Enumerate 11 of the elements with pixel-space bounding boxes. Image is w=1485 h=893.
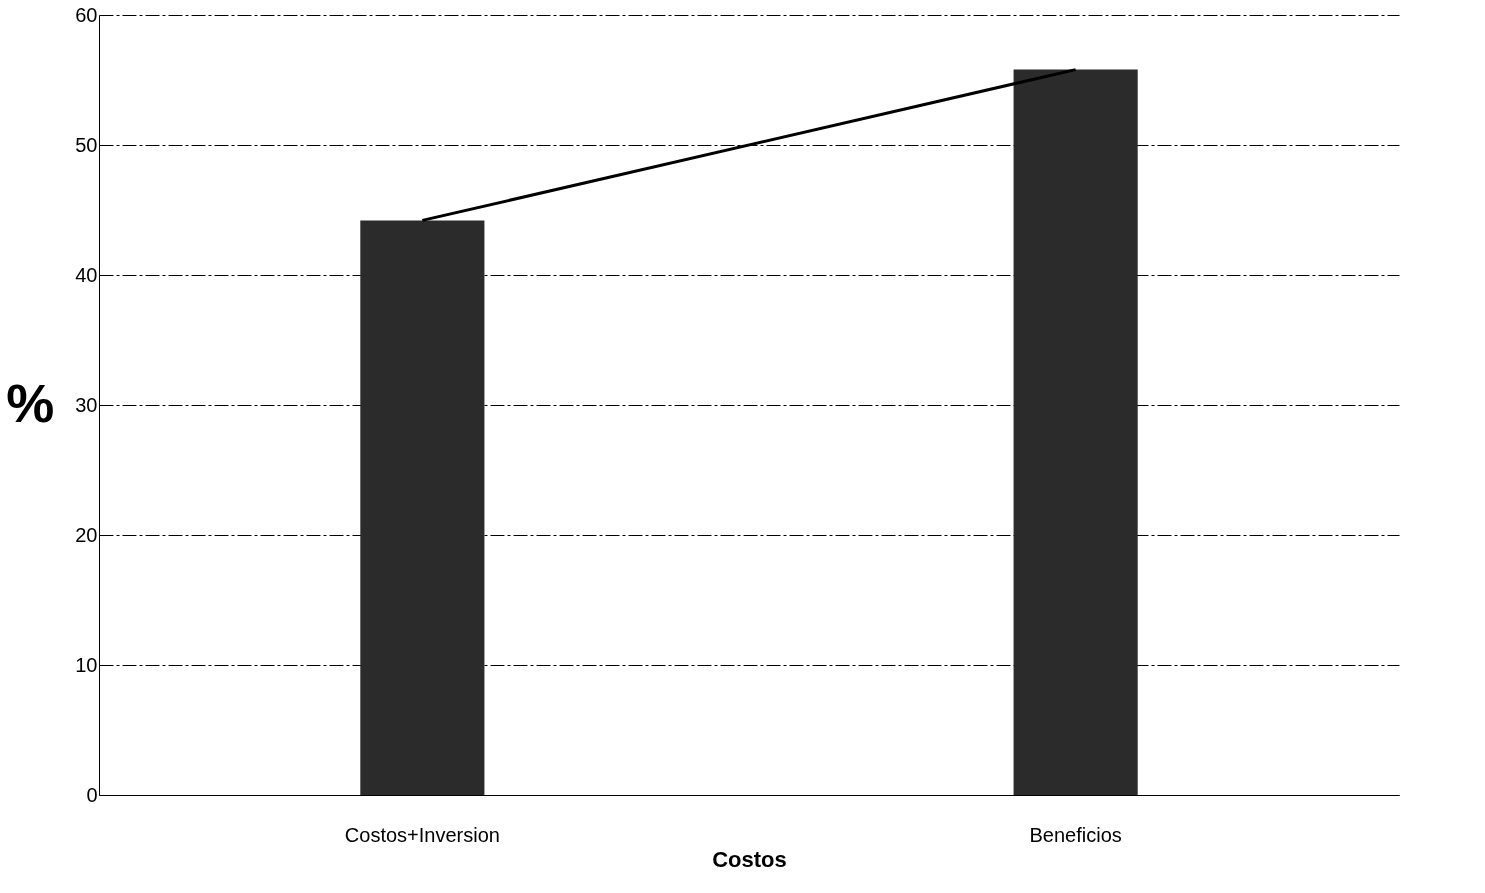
y-tick-label: 10 xyxy=(75,653,98,676)
y-tick-label: 40 xyxy=(75,263,98,286)
x-axis-title: Costos xyxy=(712,846,787,872)
y-tick-label: 20 xyxy=(75,523,98,546)
y-tick-label: 30 xyxy=(75,393,98,416)
x-tick-label: Costos+Inversion xyxy=(344,823,500,846)
x-tick-label: Beneficios xyxy=(1029,823,1122,846)
y-tick-label: 60 xyxy=(75,3,98,26)
y-axis-title: % xyxy=(6,372,55,433)
y-tick-label: 50 xyxy=(75,133,98,156)
y-tick-label: 0 xyxy=(86,783,98,806)
